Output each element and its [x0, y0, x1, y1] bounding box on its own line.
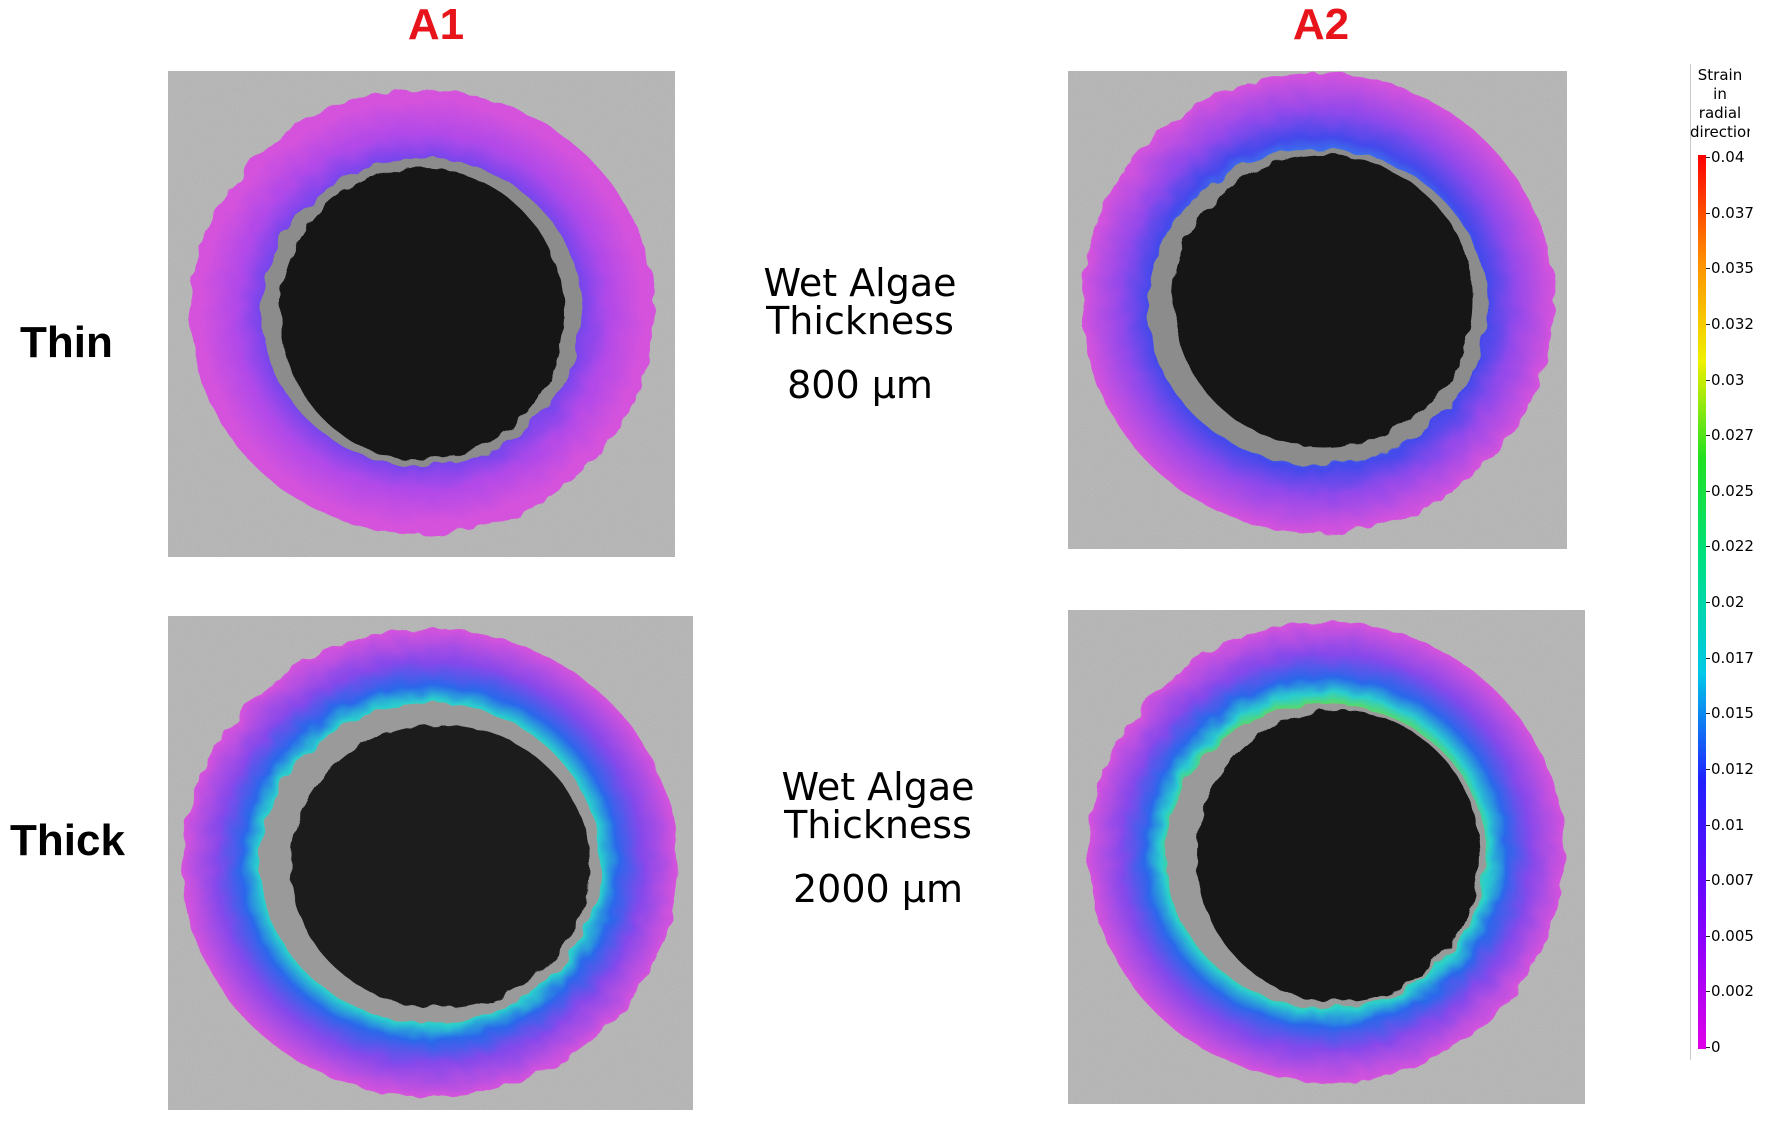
- caption-thick-line2: 2000 µm: [793, 867, 963, 911]
- strain-map-thin-a1: [168, 71, 675, 557]
- colorbar-tick-label: 0.012: [1711, 759, 1754, 778]
- colorbar-tick-label: 0.007: [1711, 871, 1754, 890]
- column-header-a1: A1: [407, 0, 465, 49]
- colorbar-tick-label: 0.035: [1711, 259, 1754, 278]
- colorbar-tick-mark: [1706, 657, 1710, 659]
- colorbar-tick-label: 0.02: [1711, 593, 1745, 611]
- colorbar-tick-mark: [1706, 713, 1710, 715]
- colorbar-tick-label: 0.005: [1711, 926, 1754, 945]
- colorbar-tick-mark: [1706, 880, 1710, 882]
- colorbar-tick-mark: [1706, 157, 1710, 158]
- colorbar-tick-label: 0.037: [1711, 203, 1754, 222]
- colorbar-title-line: in: [1713, 85, 1727, 103]
- row-header-thin: Thin: [20, 318, 113, 367]
- colorbar-tick-label: 0.03: [1711, 370, 1745, 389]
- strain-map-thick-a2: [1068, 610, 1585, 1104]
- colorbar-tick-mark: [1706, 490, 1710, 492]
- colorbar-title-line: radial: [1698, 104, 1742, 122]
- colorbar-tick-mark: [1706, 268, 1710, 270]
- caption-thick: Wet Algae Thickness 2000 µm: [688, 768, 1068, 908]
- colorbar-tick-label: 0.01: [1711, 815, 1745, 834]
- strain-map-thin-a2: [1068, 71, 1567, 549]
- colorbar-tick-label: 0.002: [1711, 982, 1754, 1001]
- colorbar-tick-mark: [1706, 323, 1710, 325]
- colorbar-tick-mark: [1706, 1047, 1710, 1048]
- panel-thick-a2: [1068, 610, 1585, 1104]
- row-header-thick: Thick: [10, 816, 125, 865]
- panel-thin-a1: [168, 71, 675, 557]
- caption-thin: Wet Algae Thickness 800 µm: [670, 264, 1050, 404]
- colorbar-tick-mark: [1706, 935, 1710, 937]
- panel-thin-a2: [1068, 71, 1567, 549]
- colorbar-tick-label: 0.022: [1711, 537, 1754, 556]
- colorbar-tick-label: 0.027: [1711, 426, 1754, 445]
- caption-thin-line1: Wet Algae Thickness: [763, 261, 957, 343]
- caption-thin-line2: 800 µm: [787, 363, 933, 407]
- colorbar-tick-label: 0.015: [1711, 704, 1754, 723]
- colorbar-tick-mark: [1706, 824, 1710, 826]
- colorbar-tick-mark: [1706, 379, 1710, 381]
- colorbar-title: Strain in radial direction: [1690, 66, 1750, 142]
- colorbar-tick-label: 0: [1711, 1038, 1721, 1056]
- colorbar-gradient: [1698, 155, 1706, 1049]
- colorbar-tick-label: 0.04: [1711, 148, 1745, 166]
- column-header-a2: A2: [1292, 0, 1350, 49]
- colorbar-tick-mark: [1706, 212, 1710, 214]
- colorbar-tick-mark: [1706, 435, 1710, 437]
- colorbar-tick-label: 0.025: [1711, 481, 1754, 500]
- panel-thick-a1: [168, 616, 693, 1110]
- colorbar-frame: [1690, 64, 1761, 1060]
- colorbar-tick-mark: [1706, 991, 1710, 993]
- colorbar-title-line: direction: [1690, 123, 1750, 141]
- colorbar-tick-mark: [1706, 768, 1710, 770]
- strain-map-thick-a1: [168, 616, 693, 1110]
- colorbar-tick-mark: [1706, 602, 1710, 603]
- colorbar-title-line: Strain: [1697, 66, 1743, 84]
- colorbar-tick-mark: [1706, 546, 1710, 548]
- colorbar-tick-label: 0.032: [1711, 314, 1754, 333]
- colorbar-tick-label: 0.017: [1711, 648, 1754, 667]
- caption-thick-line1: Wet Algae Thickness: [781, 765, 975, 847]
